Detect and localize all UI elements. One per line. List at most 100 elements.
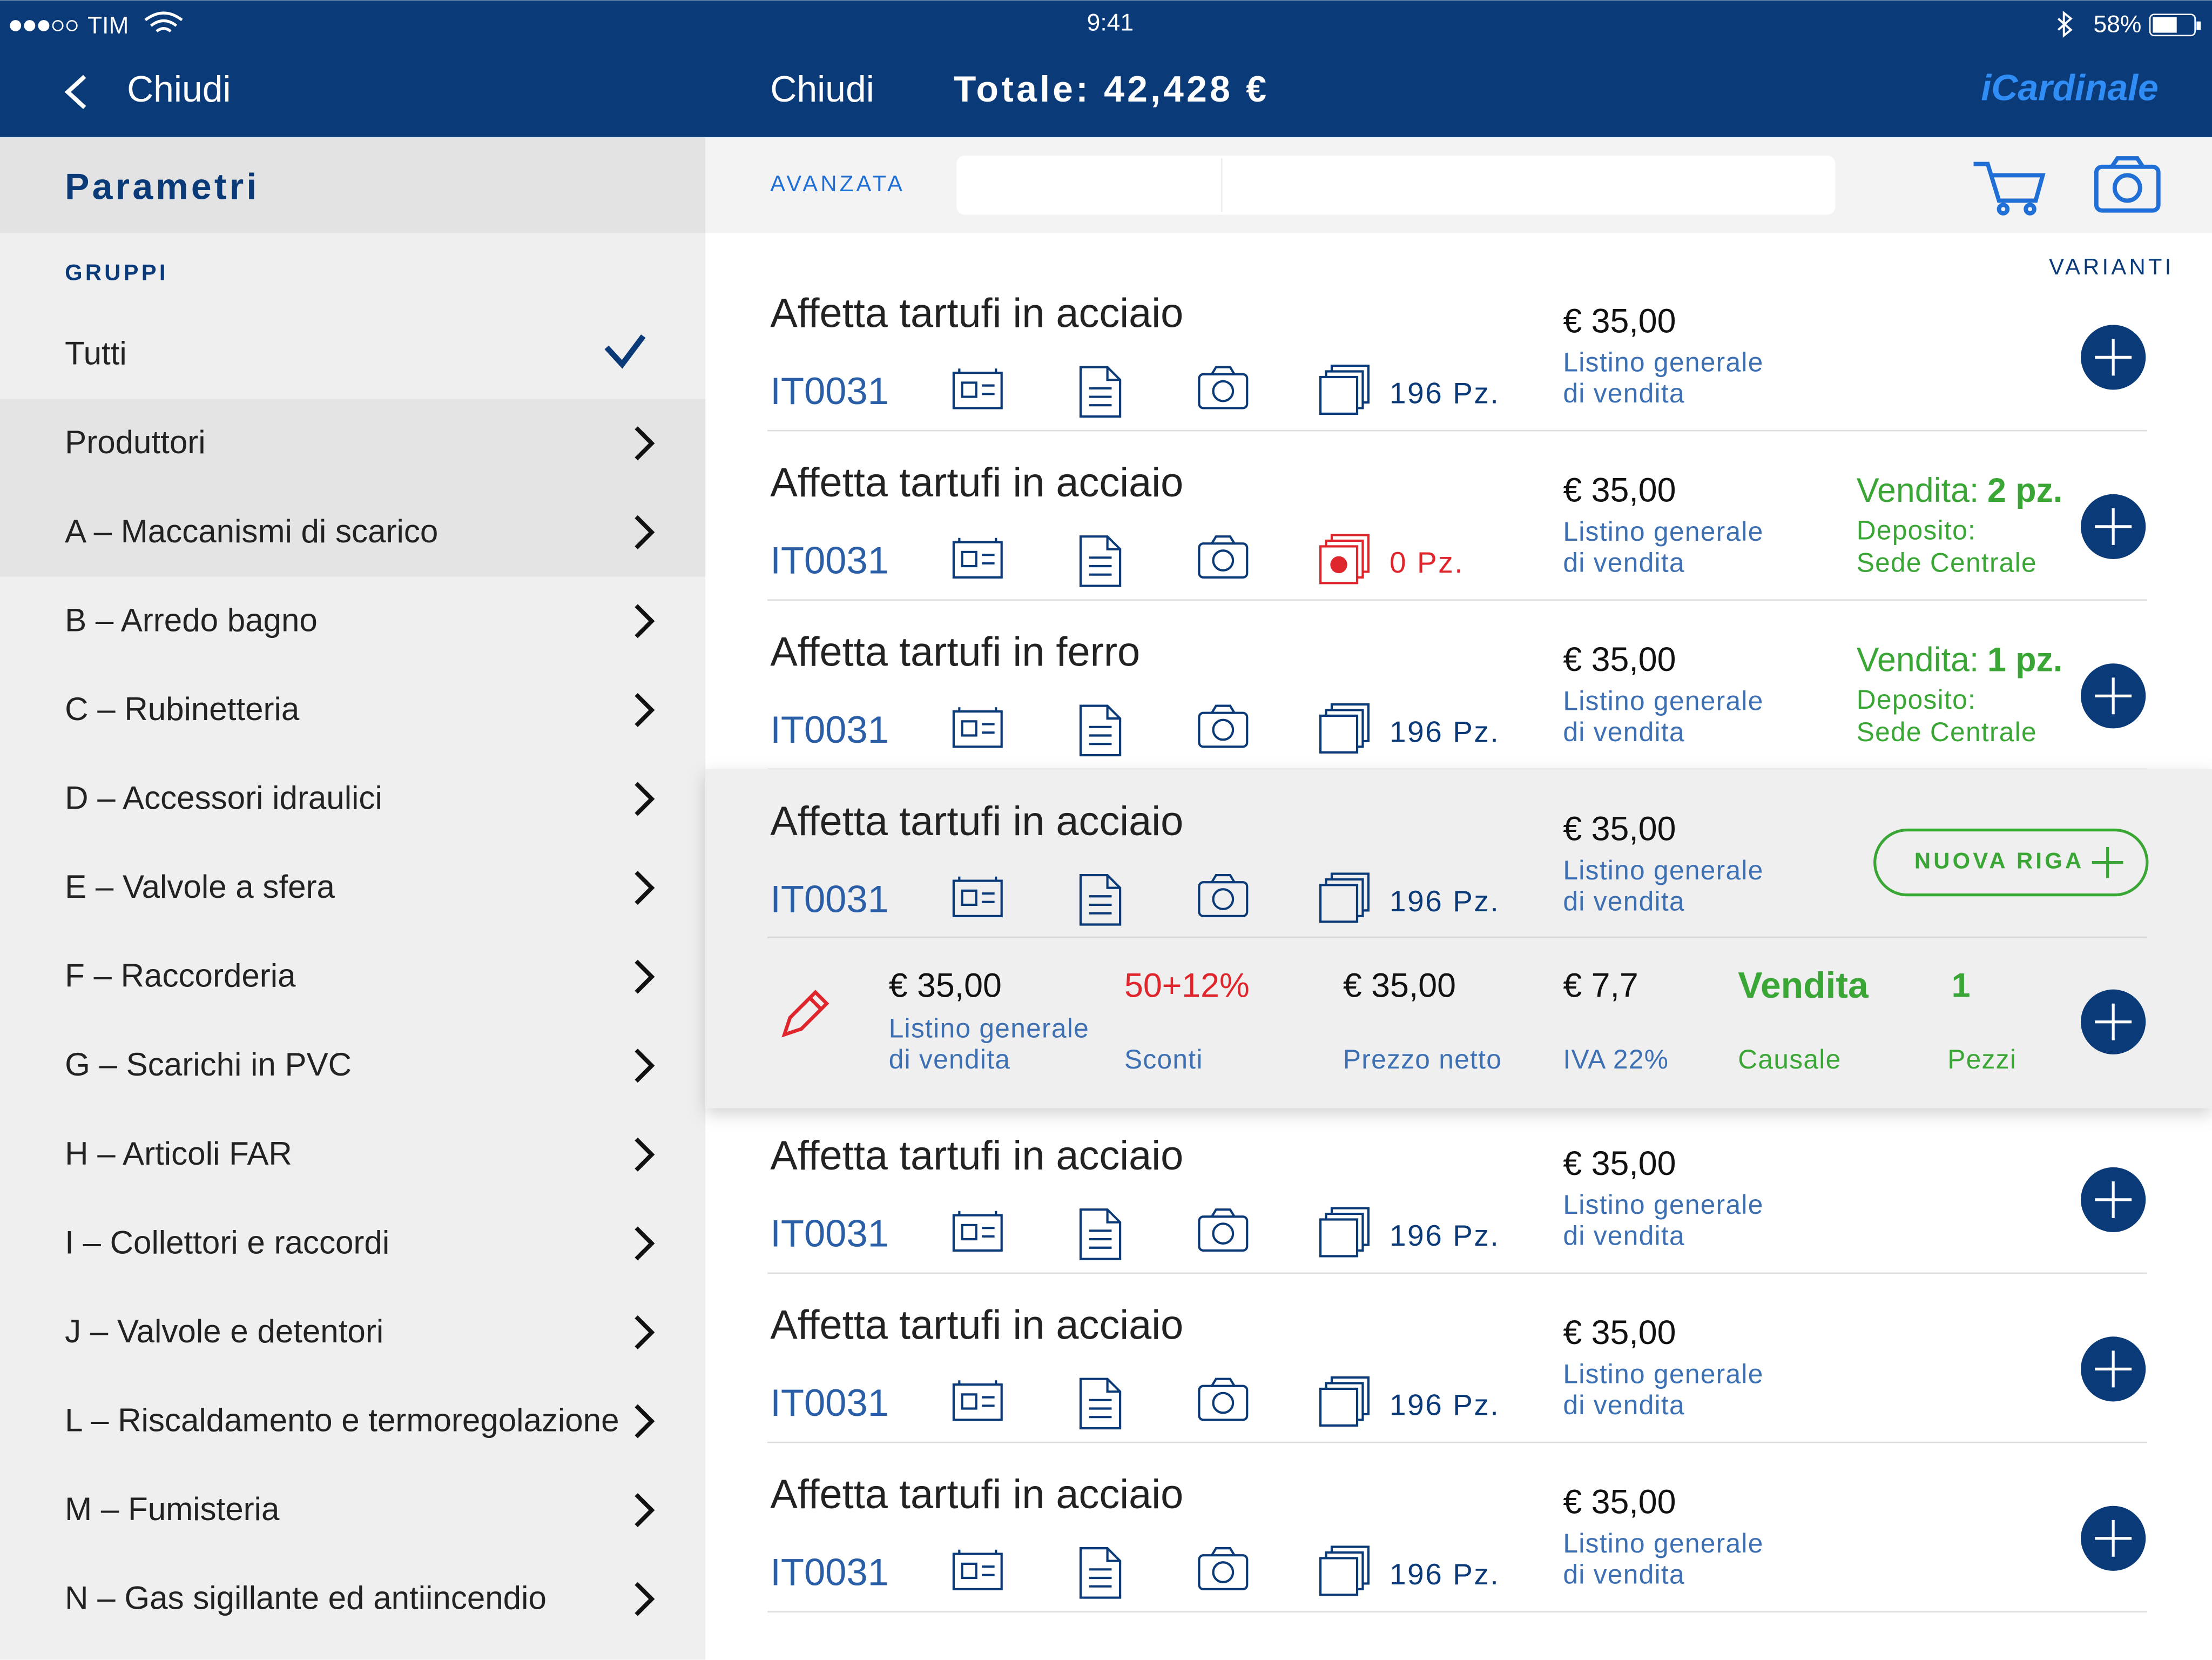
icon-part — [1212, 549, 1235, 572]
icon-part — [961, 381, 977, 398]
sale-info: Vendita: 1 pz. — [1857, 641, 2063, 678]
product-name: Affetta tartufi in ferro — [770, 629, 1140, 675]
group-item: Produttori — [65, 424, 205, 460]
product-name: Affetta tartufi in acciaio — [770, 798, 1183, 844]
close-button[interactable]: Chiudi — [770, 69, 874, 110]
chevron — [635, 871, 655, 905]
icon-part — [1212, 380, 1235, 402]
icon-part — [1198, 542, 1249, 579]
alert-dot — [1330, 556, 1347, 574]
price: € 35,00 — [1563, 641, 1676, 678]
product-name: Affetta tartufi in acciaio — [770, 1471, 1183, 1517]
button-cross — [2095, 508, 2132, 545]
edit-icon[interactable] — [781, 990, 830, 1038]
stock: 196 Pz. — [1390, 884, 1500, 918]
icon-part — [982, 554, 995, 564]
chevron — [635, 1493, 655, 1528]
cart-icon[interactable] — [1973, 162, 2046, 216]
button-cross — [2095, 339, 2132, 376]
add-button[interactable] — [2081, 1167, 2146, 1232]
icon-part — [1211, 1547, 1236, 1556]
product-name: Affetta tartufi in acciaio — [770, 460, 1183, 506]
camera-icon[interactable] — [2094, 156, 2161, 213]
document-icon — [1079, 704, 1122, 757]
icon-part — [1198, 881, 1249, 917]
discount: 50+12% — [1124, 967, 1250, 1005]
total: Totale: 42,428 € — [954, 69, 1269, 110]
new-line-button[interactable]: NUOVA RIGA — [1873, 828, 2149, 897]
price-label: Listino generale — [1563, 686, 1763, 716]
stock-icon — [1319, 1545, 1370, 1596]
search-field[interactable] — [956, 155, 1836, 215]
icon-part — [1319, 1557, 1359, 1596]
icon-part — [1319, 1218, 1359, 1258]
icon-part — [1319, 375, 1359, 415]
price: € 35,00 — [1563, 472, 1676, 509]
icon-part — [1319, 714, 1359, 754]
card-icon — [952, 876, 1003, 917]
icon-part — [781, 990, 830, 1038]
price: € 35,00 — [1563, 1483, 1676, 1521]
icon-part — [1079, 535, 1122, 587]
icon-part — [952, 1214, 1003, 1252]
icon-part — [1325, 1207, 1370, 1252]
product-code: IT0031 — [770, 1212, 889, 1254]
card-icon — [952, 368, 1003, 409]
add-button[interactable] — [2081, 663, 2146, 729]
line-price: € 35,00 — [889, 967, 1002, 1005]
advanced-search[interactable]: AVANZATA — [770, 171, 905, 196]
photo-icon — [1198, 366, 1249, 409]
price: € 35,00 — [1563, 1314, 1676, 1352]
check-mark — [604, 334, 646, 369]
add-button[interactable] — [2081, 1336, 2146, 1402]
chevron — [635, 604, 655, 639]
chevron — [635, 1137, 655, 1172]
icon-part — [1319, 545, 1359, 584]
icon-part — [1325, 872, 1370, 917]
add-button[interactable] — [2081, 1506, 2146, 1571]
card-icon — [952, 707, 1003, 748]
stock: 196 Pz. — [1390, 1557, 1500, 1591]
icon-part — [1212, 1392, 1235, 1414]
price-label: di vendita — [1563, 886, 1685, 916]
price-label: Listino generale — [1563, 855, 1763, 885]
price-label: di vendita — [1563, 1559, 1685, 1589]
quantity: 1 — [1952, 967, 1971, 1005]
icon-part — [961, 550, 977, 568]
icon-part — [982, 1396, 995, 1407]
group-item: N – Gas sigillante ed antiincendio — [65, 1580, 547, 1616]
product-code: IT0031 — [770, 1550, 889, 1593]
icon-part — [1079, 1547, 1122, 1599]
chevron — [635, 426, 655, 461]
icon-part — [961, 1562, 977, 1580]
add-button[interactable] — [2081, 494, 2146, 559]
product-name: Affetta tartufi in acciaio — [770, 291, 1183, 337]
chevron — [635, 515, 655, 549]
stock: 0 Pz. — [1390, 546, 1464, 579]
add-button[interactable] — [2081, 325, 2146, 390]
document-icon — [1079, 1208, 1122, 1260]
chevron — [635, 1049, 655, 1083]
product-code: IT0031 — [770, 1381, 889, 1424]
bluetooth-icon — [2057, 10, 2073, 38]
back-chevron[interactable] — [64, 75, 86, 109]
photo-icon — [1198, 874, 1249, 917]
icon-part — [1079, 704, 1122, 757]
icon-part — [1325, 703, 1370, 748]
back-button[interactable]: Chiudi — [127, 69, 231, 110]
stock-icon — [1319, 872, 1370, 923]
icon-part — [952, 541, 1003, 579]
card-icon — [952, 1549, 1003, 1590]
add-button[interactable] — [2081, 989, 2146, 1054]
price: € 35,00 — [1563, 1145, 1676, 1182]
product-code: IT0031 — [770, 877, 889, 920]
icon-part — [1211, 1377, 1236, 1387]
icon-part — [961, 889, 977, 906]
icon-part — [1079, 874, 1122, 926]
battery-level — [2153, 17, 2177, 33]
stock-icon — [1319, 703, 1370, 754]
sale-info: Vendita: 2 pz. — [1857, 472, 2063, 509]
icon-part — [958, 876, 997, 881]
